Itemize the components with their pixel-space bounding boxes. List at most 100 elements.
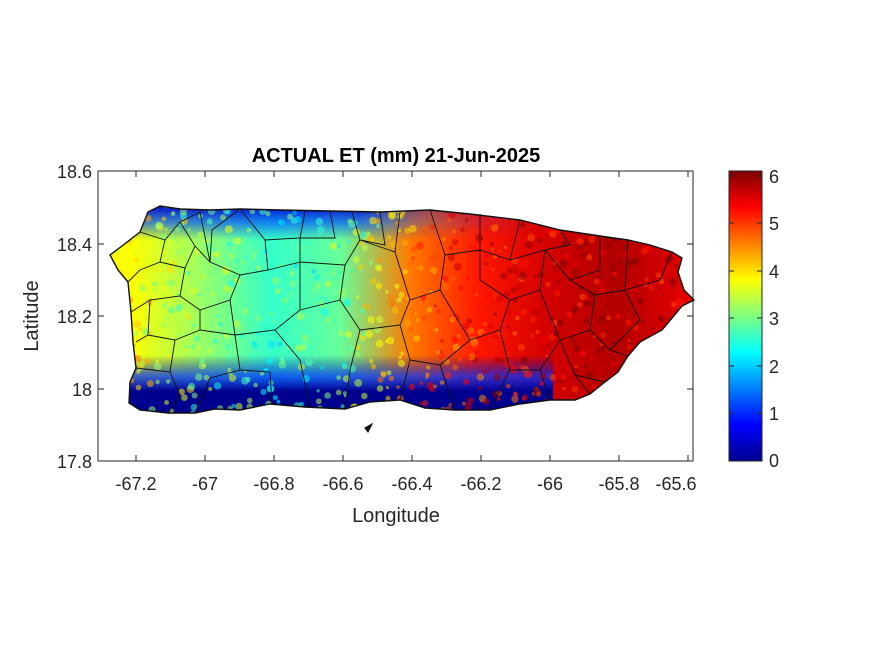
et-pixel <box>464 218 469 223</box>
x-tick-label: -66.8 <box>253 474 294 494</box>
et-pixel <box>585 297 590 301</box>
et-pixel <box>591 384 597 390</box>
colorbar-ticks <box>729 175 762 414</box>
x-tick-label: -67 <box>192 474 218 494</box>
et-pixel <box>241 260 245 264</box>
et-pixel <box>475 233 484 242</box>
et-pixel <box>497 249 502 254</box>
et-pixel <box>404 320 411 327</box>
et-pixel <box>166 265 175 274</box>
et-pixel <box>389 301 395 307</box>
et-pixel <box>626 343 633 350</box>
et-pixel <box>201 325 206 330</box>
y-tick-label: 18.4 <box>57 235 92 255</box>
et-pixel <box>443 358 450 365</box>
et-pixel <box>490 247 495 252</box>
et-pixel <box>187 228 191 232</box>
et-pixel <box>462 401 466 406</box>
et-pixel <box>606 315 611 321</box>
et-pixel <box>286 275 290 280</box>
et-pixel <box>506 325 510 329</box>
et-pixel <box>206 348 213 354</box>
et-pixel <box>153 288 158 293</box>
et-pixel <box>500 330 508 338</box>
et-pixel <box>172 235 176 240</box>
et-pixel <box>597 280 605 288</box>
et-pixel <box>352 228 361 236</box>
et-pixel <box>370 278 377 285</box>
colorbar-tick-label: 0 <box>769 451 779 471</box>
colorbar <box>728 170 763 462</box>
et-pixel <box>342 391 347 396</box>
et-pixel <box>577 244 583 250</box>
et-pixel <box>202 364 206 368</box>
et-pixel <box>503 321 507 326</box>
et-pixel <box>458 285 464 291</box>
et-pixel <box>548 333 556 341</box>
et-pixel <box>541 305 546 310</box>
et-pixel <box>444 371 452 380</box>
et-pixel <box>463 378 470 385</box>
et-pixel <box>408 224 417 233</box>
et-pixel <box>490 241 495 246</box>
et-pixel <box>521 397 526 401</box>
et-pixel <box>377 257 383 264</box>
et-pixel <box>474 350 479 355</box>
et-pixel <box>388 375 395 382</box>
et-pixel <box>421 316 427 322</box>
et-pixel <box>510 287 518 294</box>
et-pixel <box>331 318 336 324</box>
et-pixel <box>506 384 511 389</box>
et-pixel <box>490 267 495 272</box>
et-pixel <box>581 251 589 259</box>
et-pixel <box>390 268 395 273</box>
et-pixel <box>506 267 513 274</box>
et-pixel <box>485 293 491 298</box>
et-pixel <box>133 252 137 256</box>
et-pixel <box>296 312 305 321</box>
et-pixel <box>514 219 519 224</box>
et-pixel <box>314 354 318 358</box>
et-pixel <box>366 234 374 242</box>
et-pixel <box>473 344 478 349</box>
et-pixel <box>566 311 573 318</box>
et-pixel <box>520 356 528 364</box>
et-pixel <box>529 333 535 338</box>
et-pixel <box>220 214 226 221</box>
et-pixel <box>448 245 454 250</box>
x-axis-label: Longitude <box>352 505 440 527</box>
et-pixel <box>376 315 384 323</box>
et-pixel <box>477 322 481 326</box>
et-pixel <box>574 364 579 369</box>
et-pixel <box>555 279 561 285</box>
y-tick-label: 17.8 <box>57 452 92 472</box>
et-pixel <box>380 370 387 377</box>
et-pixel <box>441 279 445 283</box>
et-pixel <box>203 374 210 381</box>
et-pixel <box>286 346 290 350</box>
et-pixel <box>298 238 307 246</box>
et-pixel <box>251 342 259 349</box>
et-pixel <box>421 301 425 304</box>
et-pixel <box>627 339 631 343</box>
et-pixel <box>297 245 304 252</box>
et-pixel <box>376 224 381 228</box>
et-pixel <box>241 307 250 315</box>
et-pixel <box>213 250 220 258</box>
et-pixel <box>199 357 206 364</box>
et-pixel <box>292 210 297 216</box>
y-tick-label: 18.2 <box>57 307 92 327</box>
et-pixel <box>611 271 618 278</box>
et-pixel <box>324 269 328 273</box>
et-pixel <box>266 358 273 365</box>
et-pixel <box>326 317 332 324</box>
et-pixel <box>159 286 168 295</box>
et-pixel <box>268 380 274 386</box>
et-pixel <box>664 285 670 291</box>
et-pixel <box>183 304 187 307</box>
et-pixel <box>361 392 368 400</box>
et-pixel <box>330 242 337 249</box>
et-pixel <box>169 280 176 286</box>
et-pixel <box>476 373 485 381</box>
y-tick-label: 18.6 <box>57 162 92 182</box>
